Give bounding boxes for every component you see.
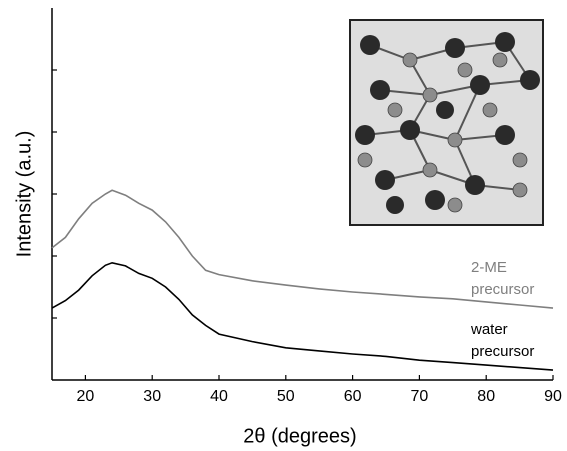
x-tick-label: 40 <box>210 388 228 405</box>
data-line <box>51 189 554 309</box>
x-tick-label: 90 <box>544 388 562 405</box>
x-tick-label: 80 <box>477 388 495 405</box>
x-tick-label: 30 <box>143 388 161 405</box>
x-tick-label: 60 <box>344 388 362 405</box>
x-tick-label: 50 <box>277 388 295 405</box>
x-axis-label: 2θ (degrees) <box>243 425 356 447</box>
series-label: water <box>470 321 508 338</box>
series-label: 2-ME <box>471 259 507 276</box>
inset-atoms-light <box>357 52 528 213</box>
y-axis-label: Intensity (a.u.) <box>13 131 35 258</box>
x-tick-label: 20 <box>77 388 95 405</box>
data-line <box>51 261 554 371</box>
series-label: precursor <box>471 343 534 360</box>
x-tick-label: 70 <box>411 388 429 405</box>
inset-atoms-dark <box>355 32 540 214</box>
series-label: precursor <box>471 281 534 298</box>
inset <box>349 19 544 226</box>
inset-frame <box>349 19 544 226</box>
